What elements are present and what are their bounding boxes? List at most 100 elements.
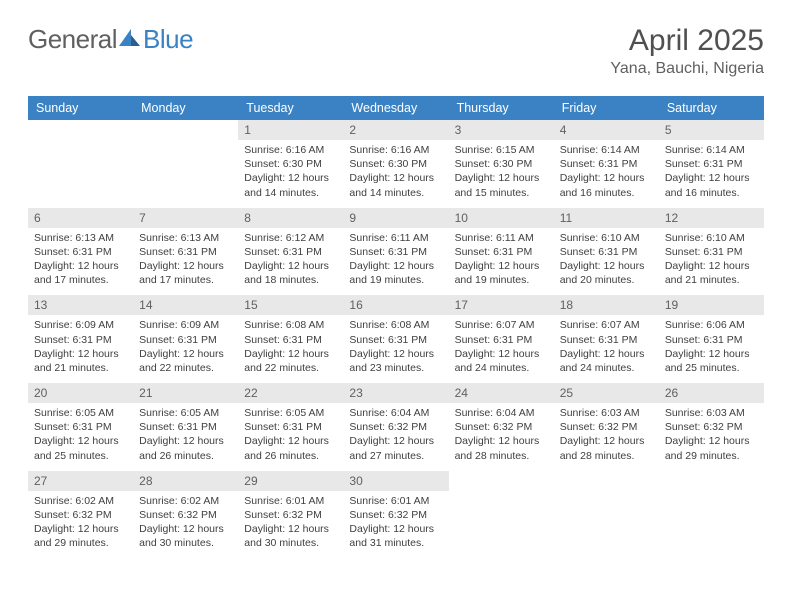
day-daylight1: Daylight: 12 hours (349, 434, 442, 448)
day-number: 14 (133, 295, 238, 315)
day-sunset: Sunset: 6:32 PM (349, 508, 442, 522)
calendar-cell: 8Sunrise: 6:12 AMSunset: 6:31 PMDaylight… (238, 207, 343, 295)
day-details: Sunrise: 6:09 AMSunset: 6:31 PMDaylight:… (133, 315, 238, 381)
day-sunset: Sunset: 6:31 PM (34, 245, 127, 259)
day-details: Sunrise: 6:02 AMSunset: 6:32 PMDaylight:… (28, 491, 133, 557)
day-number: 6 (28, 208, 133, 228)
logo: General Blue (28, 24, 193, 55)
day-daylight2: and 25 minutes. (34, 449, 127, 463)
day-details: Sunrise: 6:14 AMSunset: 6:31 PMDaylight:… (554, 140, 659, 206)
calendar-cell: 10Sunrise: 6:11 AMSunset: 6:31 PMDayligh… (449, 207, 554, 295)
day-daylight1: Daylight: 12 hours (455, 434, 548, 448)
day-details: Sunrise: 6:11 AMSunset: 6:31 PMDaylight:… (449, 228, 554, 294)
day-daylight1: Daylight: 12 hours (244, 434, 337, 448)
day-details: Sunrise: 6:10 AMSunset: 6:31 PMDaylight:… (554, 228, 659, 294)
day-details: Sunrise: 6:13 AMSunset: 6:31 PMDaylight:… (133, 228, 238, 294)
day-sunrise: Sunrise: 6:04 AM (349, 406, 442, 420)
day-sunset: Sunset: 6:30 PM (349, 157, 442, 171)
day-daylight1: Daylight: 12 hours (349, 522, 442, 536)
day-sunset: Sunset: 6:31 PM (139, 420, 232, 434)
day-details: Sunrise: 6:08 AMSunset: 6:31 PMDaylight:… (238, 315, 343, 381)
day-sunset: Sunset: 6:32 PM (349, 420, 442, 434)
calendar-week: 6Sunrise: 6:13 AMSunset: 6:31 PMDaylight… (28, 207, 764, 295)
calendar-week: 1Sunrise: 6:16 AMSunset: 6:30 PMDaylight… (28, 120, 764, 207)
day-details: Sunrise: 6:12 AMSunset: 6:31 PMDaylight:… (238, 228, 343, 294)
calendar-cell: 5Sunrise: 6:14 AMSunset: 6:31 PMDaylight… (659, 120, 764, 207)
title-block: April 2025 Yana, Bauchi, Nigeria (610, 24, 764, 78)
day-sunrise: Sunrise: 6:08 AM (349, 318, 442, 332)
day-daylight1: Daylight: 12 hours (34, 347, 127, 361)
day-sunset: Sunset: 6:30 PM (455, 157, 548, 171)
day-header: Friday (554, 96, 659, 120)
calendar-cell: 2Sunrise: 6:16 AMSunset: 6:30 PMDaylight… (343, 120, 448, 207)
calendar-cell: 27Sunrise: 6:02 AMSunset: 6:32 PMDayligh… (28, 470, 133, 558)
day-daylight2: and 18 minutes. (244, 273, 337, 287)
day-number: 3 (449, 120, 554, 140)
day-number: 1 (238, 120, 343, 140)
calendar-header-row: SundayMondayTuesdayWednesdayThursdayFrid… (28, 96, 764, 120)
title-location: Yana, Bauchi, Nigeria (610, 60, 764, 78)
calendar-cell: 30Sunrise: 6:01 AMSunset: 6:32 PMDayligh… (343, 470, 448, 558)
day-daylight1: Daylight: 12 hours (560, 347, 653, 361)
day-number: 27 (28, 471, 133, 491)
calendar-table: SundayMondayTuesdayWednesdayThursdayFrid… (28, 96, 764, 558)
day-daylight1: Daylight: 12 hours (455, 347, 548, 361)
day-sunset: Sunset: 6:31 PM (34, 420, 127, 434)
day-daylight1: Daylight: 12 hours (34, 522, 127, 536)
calendar-cell: 21Sunrise: 6:05 AMSunset: 6:31 PMDayligh… (133, 382, 238, 470)
day-header: Tuesday (238, 96, 343, 120)
day-sunset: Sunset: 6:32 PM (455, 420, 548, 434)
calendar-cell: 7Sunrise: 6:13 AMSunset: 6:31 PMDaylight… (133, 207, 238, 295)
day-sunrise: Sunrise: 6:10 AM (665, 231, 758, 245)
day-daylight2: and 29 minutes. (34, 536, 127, 550)
day-details: Sunrise: 6:05 AMSunset: 6:31 PMDaylight:… (238, 403, 343, 469)
calendar-cell: 19Sunrise: 6:06 AMSunset: 6:31 PMDayligh… (659, 294, 764, 382)
day-number: 18 (554, 295, 659, 315)
day-number: 23 (343, 383, 448, 403)
day-daylight2: and 28 minutes. (560, 449, 653, 463)
day-daylight2: and 17 minutes. (34, 273, 127, 287)
day-daylight2: and 26 minutes. (244, 449, 337, 463)
day-details: Sunrise: 6:05 AMSunset: 6:31 PMDaylight:… (133, 403, 238, 469)
calendar-week: 20Sunrise: 6:05 AMSunset: 6:31 PMDayligh… (28, 382, 764, 470)
day-number: 16 (343, 295, 448, 315)
day-daylight2: and 27 minutes. (349, 449, 442, 463)
day-number: 5 (659, 120, 764, 140)
calendar-cell: 14Sunrise: 6:09 AMSunset: 6:31 PMDayligh… (133, 294, 238, 382)
calendar-cell (554, 470, 659, 558)
calendar-cell (28, 120, 133, 207)
day-daylight1: Daylight: 12 hours (139, 347, 232, 361)
calendar-week: 27Sunrise: 6:02 AMSunset: 6:32 PMDayligh… (28, 470, 764, 558)
day-daylight2: and 24 minutes. (560, 361, 653, 375)
day-sunrise: Sunrise: 6:06 AM (665, 318, 758, 332)
day-header: Saturday (659, 96, 764, 120)
day-daylight1: Daylight: 12 hours (139, 259, 232, 273)
day-number: 11 (554, 208, 659, 228)
day-sunrise: Sunrise: 6:10 AM (560, 231, 653, 245)
day-sunset: Sunset: 6:32 PM (244, 508, 337, 522)
logo-text-blue: Blue (143, 24, 193, 55)
day-daylight1: Daylight: 12 hours (665, 434, 758, 448)
day-number: 19 (659, 295, 764, 315)
day-daylight2: and 16 minutes. (560, 186, 653, 200)
day-daylight1: Daylight: 12 hours (560, 259, 653, 273)
day-number: 9 (343, 208, 448, 228)
day-sunset: Sunset: 6:31 PM (665, 333, 758, 347)
calendar-cell: 15Sunrise: 6:08 AMSunset: 6:31 PMDayligh… (238, 294, 343, 382)
day-number: 26 (659, 383, 764, 403)
day-sunrise: Sunrise: 6:05 AM (244, 406, 337, 420)
day-details: Sunrise: 6:06 AMSunset: 6:31 PMDaylight:… (659, 315, 764, 381)
day-daylight2: and 22 minutes. (244, 361, 337, 375)
day-details: Sunrise: 6:07 AMSunset: 6:31 PMDaylight:… (554, 315, 659, 381)
calendar-cell: 24Sunrise: 6:04 AMSunset: 6:32 PMDayligh… (449, 382, 554, 470)
day-header: Thursday (449, 96, 554, 120)
day-sunrise: Sunrise: 6:03 AM (560, 406, 653, 420)
calendar-cell: 18Sunrise: 6:07 AMSunset: 6:31 PMDayligh… (554, 294, 659, 382)
calendar-cell: 6Sunrise: 6:13 AMSunset: 6:31 PMDaylight… (28, 207, 133, 295)
day-daylight2: and 29 minutes. (665, 449, 758, 463)
day-daylight2: and 21 minutes. (34, 361, 127, 375)
calendar-body: 1Sunrise: 6:16 AMSunset: 6:30 PMDaylight… (28, 120, 764, 557)
day-number: 30 (343, 471, 448, 491)
day-sunset: Sunset: 6:32 PM (665, 420, 758, 434)
day-sunset: Sunset: 6:30 PM (244, 157, 337, 171)
